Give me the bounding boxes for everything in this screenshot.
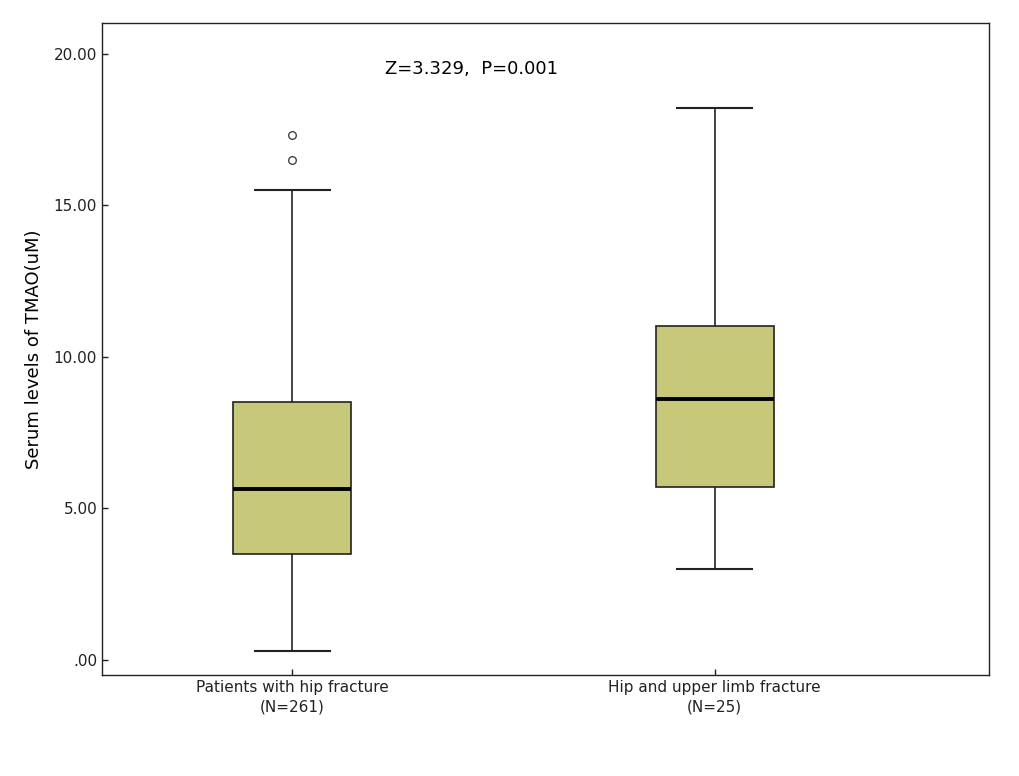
Text: Z=3.329,  P=0.001: Z=3.329, P=0.001 — [385, 60, 557, 78]
Bar — [655, 327, 773, 487]
Y-axis label: Serum levels of TMAO(uM): Serum levels of TMAO(uM) — [24, 230, 43, 469]
Bar — [232, 402, 351, 554]
